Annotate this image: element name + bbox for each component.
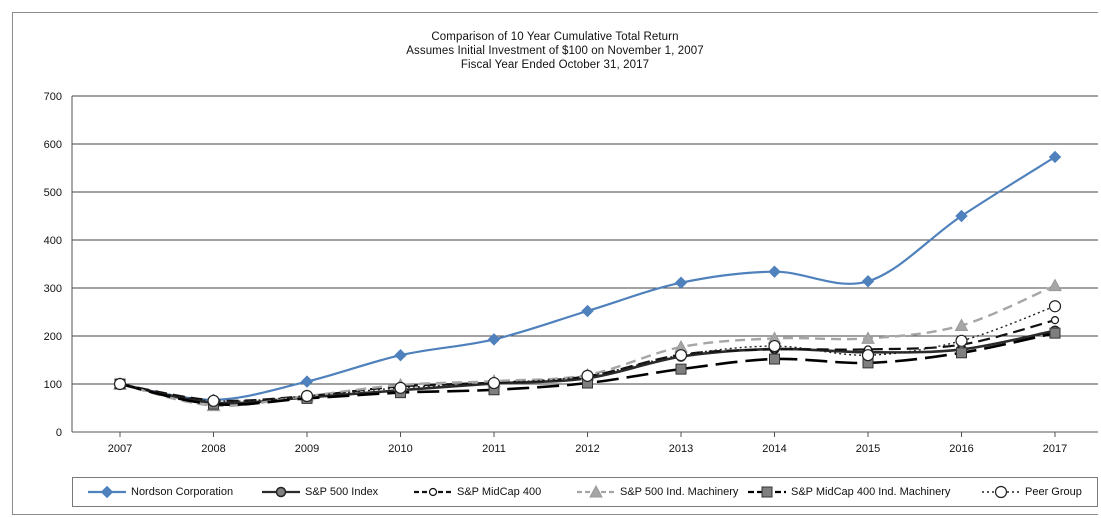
data-point-s-p-midcap-400 [1050, 316, 1060, 325]
legend-swatch-marker [100, 485, 114, 499]
x-axis-ticks: 2007 2008 2009 2010 2011 2012 2013 2014 2015 2016… [108, 432, 1067, 455]
x-tick-label: 2008 [201, 443, 225, 455]
legend-swatch-s-p-500-ind-machinery [577, 485, 615, 498]
series-layer [113, 150, 1062, 412]
y-tick-label: 500 [44, 187, 62, 199]
legend-label: S&P MidCap 400 Ind. Machinery [791, 486, 951, 498]
y-tick-label: 200 [44, 331, 62, 343]
chart-title: Comparison of 10 Year Cumulative Total R… [431, 31, 679, 43]
data-point-nordson-corporation [487, 333, 501, 346]
data-point-peer-group [861, 349, 875, 362]
y-tick-label: 700 [44, 91, 62, 103]
data-point-s-p-midcap-400-ind-machinery [956, 347, 967, 359]
y-tick-label: 0 [56, 427, 62, 439]
legend-swatch-peer-group [982, 485, 1020, 499]
x-tick-label: 2007 [108, 443, 132, 455]
x-tick-label: 2017 [1043, 443, 1067, 455]
data-point-peer-group [487, 376, 501, 390]
y-tick-label: 300 [44, 283, 62, 295]
legend-label: Peer Group [1025, 486, 1082, 498]
legend-label: S&P 500 Index [305, 486, 379, 498]
legend-item-s-p-500-ind-machinery: S&P 500 Ind. Machinery [576, 478, 738, 506]
legend-label: S&P 500 Ind. Machinery [620, 486, 739, 498]
data-point-s-p-midcap-400-ind-machinery [1049, 327, 1061, 339]
data-point-s-p-midcap-400-ind-machinery [769, 353, 780, 365]
grid-lines [71, 95, 1098, 433]
data-point-s-p-500-ind-machinery [1048, 278, 1062, 292]
x-tick-label: 2013 [669, 443, 693, 455]
legend-swatch-s-p-500-index [262, 486, 300, 498]
data-point-s-p-midcap-400-ind-machinery [675, 363, 687, 375]
x-tick-label: 2012 [575, 443, 599, 455]
data-point-s-p-500-ind-machinery [861, 331, 875, 344]
data-point-peer-group [674, 349, 688, 362]
data-point-peer-group [300, 389, 314, 403]
data-point-nordson-corporation [581, 304, 594, 318]
data-point-peer-group [581, 369, 594, 382]
data-point-nordson-corporation [674, 276, 688, 289]
series-peer-group [113, 300, 1062, 407]
legend-swatch-s-p-midcap-400-ind-machinery [748, 486, 786, 498]
data-point-nordson-corporation [394, 348, 407, 362]
legend-swatch-marker [275, 486, 287, 498]
x-tick-label: 2011 [482, 443, 506, 455]
legend-swatch-nordson-corporation [88, 485, 126, 499]
chart-legend: Nordson Corporation S&P 500 Index S&P MidC… [72, 477, 1098, 507]
y-tick-label: 600 [44, 139, 62, 151]
series-s-p-500-ind-machinery [113, 278, 1062, 412]
data-point-nordson-corporation [955, 209, 968, 223]
chart-title-block: Comparison of 10 Year Cumulative Total R… [12, 30, 1098, 72]
x-tick-label: 2016 [949, 443, 973, 455]
y-axis-ticks: 0 100 200 300 400 500 600 700 [44, 91, 62, 439]
chart-subtitle-2: Fiscal Year Ended October 31, 2017 [460, 59, 650, 71]
data-point-peer-group [955, 334, 968, 347]
legend-item-peer-group: Peer Group [981, 478, 1082, 506]
legend-swatch-marker [428, 487, 438, 497]
legend-item-s-p-midcap-400-ind-machinery: S&P MidCap 400 Ind. Machinery [747, 478, 950, 506]
legend-label: S&P MidCap 400 [457, 486, 542, 498]
series-line-nordson-corporation [119, 156, 1056, 401]
data-point-nordson-corporation [1048, 150, 1062, 164]
x-tick-label: 2014 [762, 443, 786, 455]
data-point-nordson-corporation [300, 375, 314, 388]
legend-item-s-p-midcap-400: S&P MidCap 400 [413, 478, 541, 506]
legend-swatch-s-p-midcap-400 [414, 487, 452, 497]
legend-item-s-p-500-index: S&P 500 Index [261, 478, 378, 506]
x-tick-label: 2010 [388, 443, 412, 455]
data-point-peer-group [1048, 300, 1062, 313]
y-tick-label: 100 [44, 379, 62, 391]
legend-swatch-marker [994, 485, 1008, 499]
y-tick-label: 400 [44, 235, 62, 247]
data-point-nordson-corporation [768, 265, 781, 278]
data-point-peer-group [113, 377, 127, 391]
x-tick-label: 2015 [856, 443, 880, 455]
data-point-peer-group [768, 339, 781, 353]
legend-swatch-marker [761, 486, 773, 498]
data-point-peer-group [394, 381, 407, 394]
chart-subtitle-1: Assumes Initial Investment of $100 on No… [406, 45, 704, 57]
legend-item-nordson-corporation: Nordson Corporation [87, 478, 233, 506]
data-point-peer-group [207, 394, 220, 407]
legend-label: Nordson Corporation [131, 486, 234, 498]
series-nordson-corporation [113, 150, 1062, 407]
legend-swatch-marker [589, 485, 603, 498]
data-point-nordson-corporation [861, 275, 875, 288]
x-tick-label: 2009 [295, 443, 319, 455]
data-point-s-p-500-ind-machinery [954, 318, 969, 331]
